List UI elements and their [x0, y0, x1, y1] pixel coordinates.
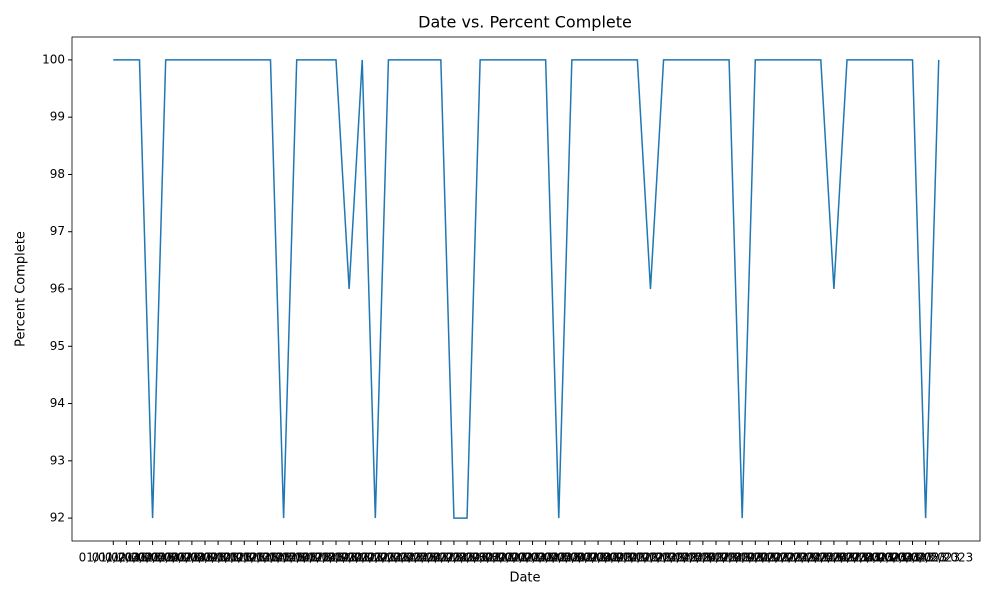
x-tick-label: 02/05/2023 [537, 551, 606, 565]
x-tick-label: 01/06/2023 [144, 551, 213, 565]
x-tick-label: 01/31/2023 [472, 551, 541, 565]
x-tick-label: 02/19/2023 [721, 551, 790, 565]
x-tick-label: 02/20/2023 [734, 551, 803, 565]
x-tick-label: 01/15/2023 [262, 551, 331, 565]
x-tick-label: 01/16/2023 [275, 551, 344, 565]
x-tick-label: 01/30/2023 [459, 551, 528, 565]
x-tick-label: 02/15/2023 [668, 551, 737, 565]
x-tick-label: 02/09/2023 [590, 551, 659, 565]
y-tick-label: 92 [50, 511, 65, 525]
y-tick-label: 98 [50, 167, 65, 181]
y-tick-label: 93 [50, 453, 65, 467]
x-tick-label: 03/02/2023 [865, 551, 934, 565]
x-axis-label: Date [509, 571, 540, 586]
x-tick-label: 01/28/2023 [432, 551, 501, 565]
x-tick-label: 01/13/2023 [236, 551, 305, 565]
y-tick-label: 94 [50, 396, 65, 410]
x-tick-label: 02/10/2023 [603, 551, 672, 565]
x-tick-label: 01/26/2023 [406, 551, 475, 565]
x-tick-label: 02/21/2023 [747, 551, 816, 565]
y-axis-label: Percent Complete [14, 231, 29, 347]
line [113, 59, 940, 519]
y-tick-label: 96 [50, 282, 65, 296]
x-tick-label: 01/29/2023 [446, 551, 515, 565]
x-tick-label: 02/24/2023 [786, 551, 855, 565]
x-tick-label: 01/03/2023 [105, 551, 174, 565]
x-tick-label: 02/03/2023 [511, 551, 580, 565]
x-tick-label: 02/01/2023 [485, 551, 554, 565]
x-tick-label: 01/20/2023 [328, 551, 397, 565]
y-tick-label: 99 [50, 110, 65, 124]
x-tick-label: 01/21/2023 [341, 551, 410, 565]
x-tick-label: 01/12/2023 [223, 551, 292, 565]
x-tick-label: 02/18/2023 [708, 551, 777, 565]
x-tick-label: 01/08/2023 [170, 551, 239, 565]
x-tick-label: 01/04/2023 [118, 551, 187, 565]
x-tick-label: 03/04/2023 [891, 551, 960, 565]
x-tick-label: 02/28/2023 [839, 551, 908, 565]
x-tick-label: 01/01/2023 [79, 551, 148, 565]
x-tick-label: 02/13/2023 [642, 551, 711, 565]
chart-title: Date vs. Percent Complete [418, 13, 632, 32]
x-tick-label: 01/19/2023 [315, 551, 384, 565]
plot-frame [71, 36, 981, 542]
x-tick-label: 01/02/2023 [92, 551, 161, 565]
x-tick-label: 01/14/2023 [249, 551, 318, 565]
y-tick-label: 100 [42, 52, 65, 66]
y-tick-label: 95 [50, 339, 65, 353]
x-tick-label: 03/03/2023 [878, 551, 947, 565]
x-tick-label: 02/23/2023 [773, 551, 842, 565]
x-tick-label: 01/11/2023 [210, 551, 279, 565]
x-tick-label: 01/17/2023 [288, 551, 357, 565]
x-tick-label: 01/22/2023 [354, 551, 423, 565]
x-tick-label: 01/25/2023 [393, 551, 462, 565]
x-tick-label: 02/14/2023 [655, 551, 724, 565]
x-tick-label: 02/27/2023 [826, 551, 895, 565]
x-tick-label: 01/24/2023 [380, 551, 449, 565]
x-tick-label: 03/05/2023 [904, 551, 973, 565]
x-tick-label: 01/18/2023 [301, 551, 370, 565]
x-tick-label: 02/04/2023 [524, 551, 593, 565]
x-tick-label: 01/27/2023 [419, 551, 488, 565]
y-tick-label: 97 [50, 224, 65, 238]
x-tick-label: 02/16/2023 [681, 551, 750, 565]
x-tick-label: 02/06/2023 [550, 551, 619, 565]
x-tick-label: 02/25/2023 [799, 551, 868, 565]
x-tick-label: 02/11/2023 [616, 551, 685, 565]
x-tick-label: 02/17/2023 [695, 551, 764, 565]
x-tick-label: 03/01/2023 [852, 551, 921, 565]
x-tick-label: 01/09/2023 [184, 551, 253, 565]
x-tick-label: 01/10/2023 [197, 551, 266, 565]
x-tick-label: 02/07/2023 [563, 551, 632, 565]
x-tick-label: 02/12/2023 [629, 551, 698, 565]
x-tick-label: 01/05/2023 [131, 551, 200, 565]
x-tick-label: 02/22/2023 [760, 551, 829, 565]
x-tick-label: 01/23/2023 [367, 551, 436, 565]
x-tick-label: 01/07/2023 [157, 551, 226, 565]
x-tick-label: 02/02/2023 [498, 551, 567, 565]
x-tick-label: 02/26/2023 [812, 551, 881, 565]
x-tick-label: 02/08/2023 [577, 551, 646, 565]
